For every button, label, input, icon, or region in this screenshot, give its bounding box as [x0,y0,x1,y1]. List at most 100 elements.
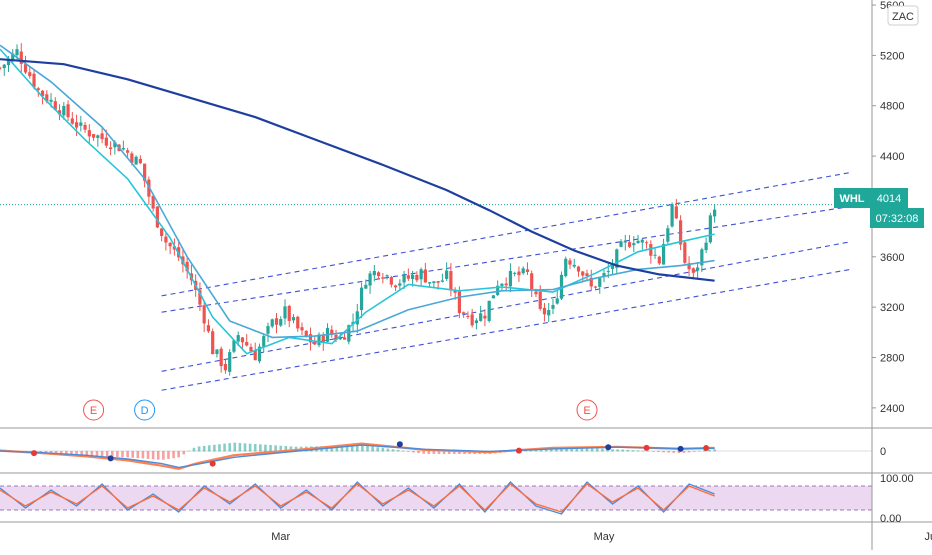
candle-body [411,274,415,280]
macd-histogram-bar [672,451,676,453]
event-marker-label: D [141,405,149,417]
y-tick-label: 2400 [880,403,904,415]
candle-body [87,130,91,137]
macd-histogram-bar [228,443,231,452]
macd-y-tick-label: 0 [880,446,886,458]
candle-body [470,314,474,326]
macd-cross-dot [605,444,612,451]
candle-body [232,340,236,352]
candle-body [585,273,589,277]
candle-body [266,326,270,334]
candle-body [564,258,568,277]
macd-pane [0,441,872,471]
candle-body [219,348,223,367]
candle-body [636,240,640,244]
macd-histogram-bar [616,449,619,452]
price-label: WHL 4014 07:32:08 [834,188,924,228]
macd-histogram-bar [595,448,599,452]
candle-body [2,64,6,69]
candle-body [168,242,172,247]
candle-body [126,150,130,153]
macd-histogram-bar [141,451,145,459]
macd-histogram-bar [662,451,665,453]
candle-body [619,241,623,247]
candle-body [385,275,389,277]
candle-body [19,51,23,64]
macd-histogram-bar [284,446,288,452]
macd-histogram-bar [667,451,670,453]
candle-body [542,307,547,315]
stochastic-y-tick-label: 100.00 [880,473,914,485]
macd-histogram-bar [233,442,237,452]
y-tick-label: 5200 [880,50,904,62]
candle-body [313,340,317,345]
macd-histogram-bar [590,448,594,452]
candle-body [57,110,62,115]
symbol-badge[interactable]: ZAC [887,5,919,26]
macd-histogram-bar [269,445,272,452]
candle-body [274,318,279,325]
macd-histogram-bar [213,444,216,452]
candle-body [143,163,147,181]
macd-histogram-bar [565,447,568,452]
candle-body [593,286,598,288]
candle-body [576,266,581,272]
candle-body [381,277,385,279]
macd-histogram-bar [105,451,109,457]
x-tick-label: Mar [271,531,290,543]
candle-body [262,336,266,347]
macd-histogram-bar [407,451,410,452]
macd-histogram-bar [376,447,380,452]
y-tick-label: 3200 [880,302,904,314]
macd-histogram-bar [146,451,150,459]
candle-body [223,364,228,371]
macd-histogram-bar [401,450,405,452]
macd-cross-dot [703,445,710,452]
candle-body [338,337,342,340]
macd-histogram-bar [207,445,211,452]
candle-body [534,291,538,295]
candle-body [74,122,79,128]
candle-body [530,273,534,289]
macd-histogram-bar [646,450,650,452]
candle-body [555,298,559,304]
candle-body [547,310,551,316]
candle-body [479,313,483,321]
candle-body [525,269,530,273]
candle-body [28,72,32,77]
candle-body [691,268,695,273]
macd-histogram-bar [264,444,267,452]
macd-histogram-bar [85,451,89,456]
macd-histogram-bar [391,449,395,452]
macd-histogram-bar [417,451,420,454]
candle-body [581,271,585,276]
macd-histogram-bar [626,449,630,452]
macd-histogram-bar [177,451,180,458]
event-marker [134,399,156,421]
event-marker-label: E [90,405,97,417]
macd-histogram-bar [126,451,129,458]
candle-body [602,273,606,277]
candle-body [666,228,670,242]
candle-body [632,243,636,246]
candle-body [96,135,100,138]
candle-body [138,158,142,164]
candle-body [291,317,296,321]
macd-histogram-bar [259,444,262,452]
candle-body [500,283,504,286]
macd-histogram-bar [432,451,436,455]
macd-histogram-bar [49,451,53,454]
candle-body [496,285,500,295]
candle-body [164,236,168,243]
macd-histogram-bar [386,448,390,452]
candle-body [513,272,517,274]
candle-body [415,274,419,281]
macd-histogram-bar [197,446,201,452]
macd-histogram-bar [253,444,257,452]
macd-histogram-bar [601,448,604,452]
macd-histogram-bar [75,451,78,456]
x-tick-label: May [594,531,615,543]
